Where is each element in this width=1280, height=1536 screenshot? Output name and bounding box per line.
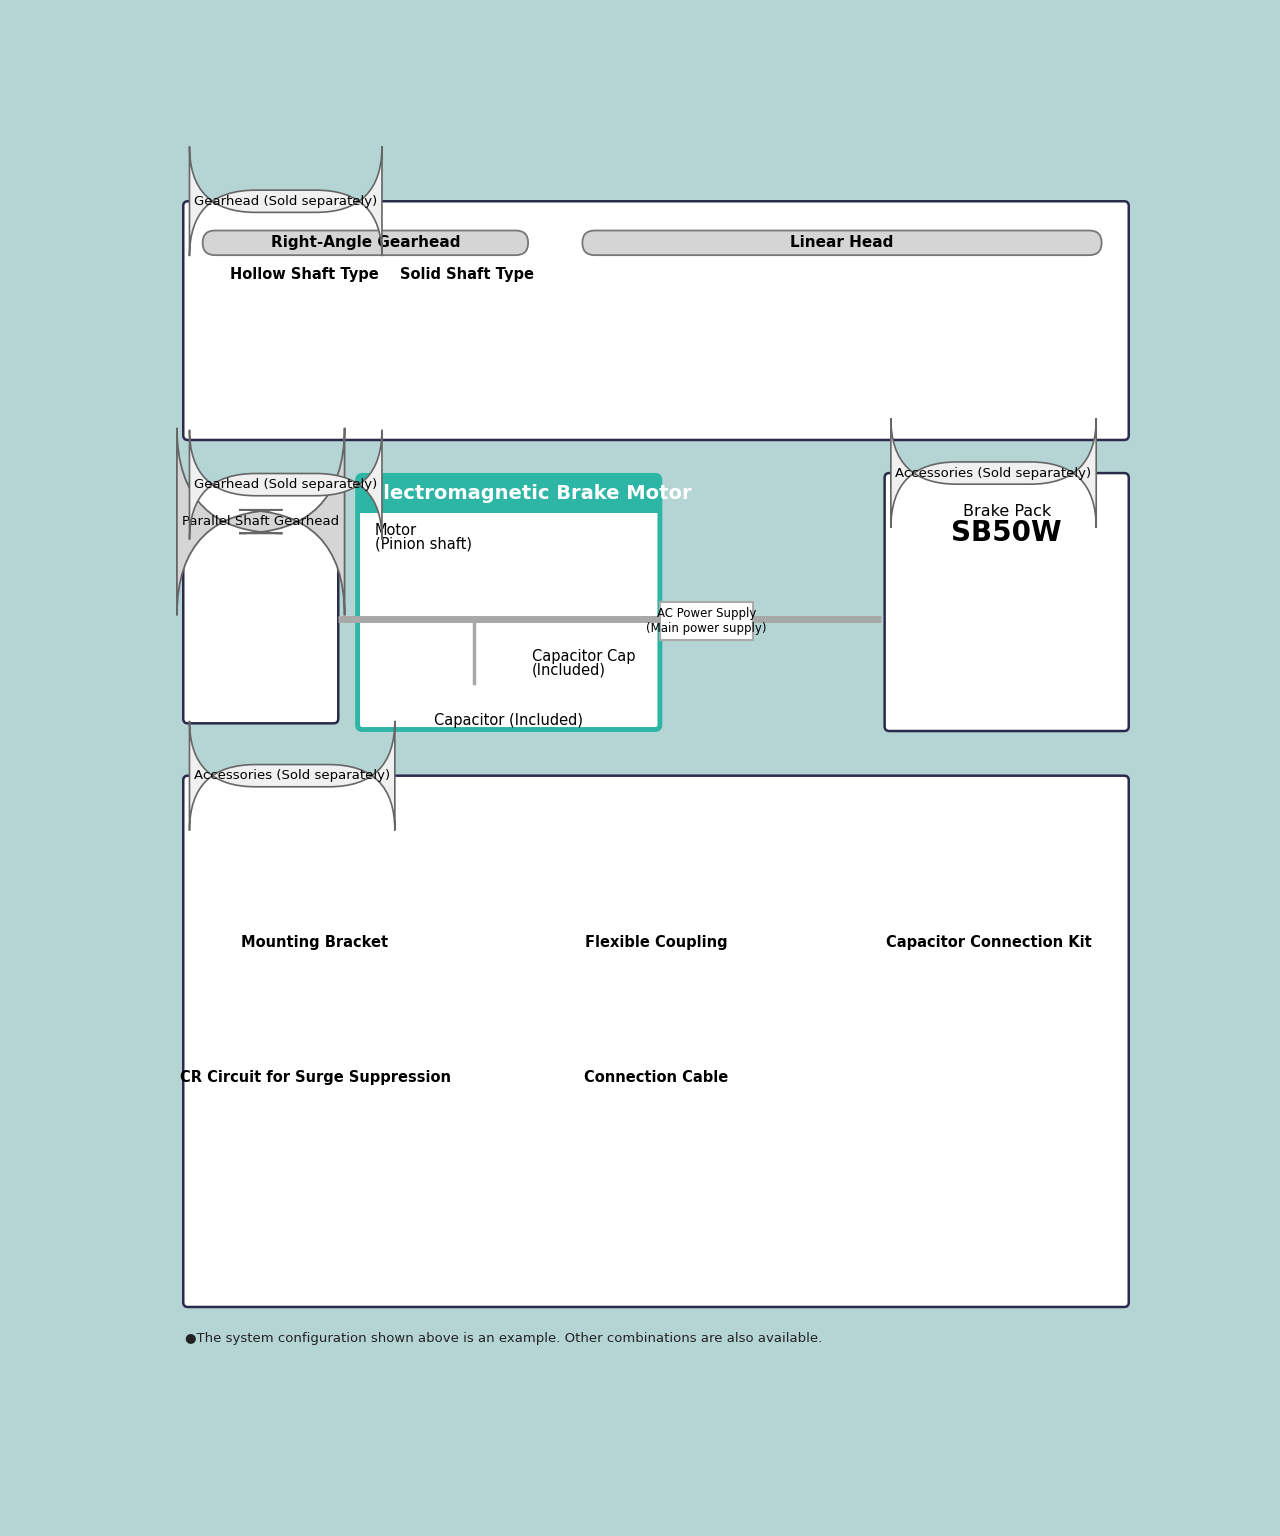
Bar (660, 602, 753, 641)
Text: Gearhead (Sold separately): Gearhead (Sold separately) (195, 195, 378, 207)
Text: Parallel Shaft Gearhead: Parallel Shaft Gearhead (182, 515, 339, 528)
FancyBboxPatch shape (582, 230, 1102, 255)
Text: Connection Cable: Connection Cable (584, 1069, 728, 1084)
Text: ●The system configuration shown above is an example. Other combinations are also: ●The system configuration shown above is… (184, 1332, 822, 1344)
FancyBboxPatch shape (183, 776, 1129, 1307)
Text: CR Circuit for Surge Suppression: CR Circuit for Surge Suppression (179, 1069, 451, 1084)
Text: Right-Angle Gearhead: Right-Angle Gearhead (270, 235, 460, 250)
Text: SB50W: SB50W (951, 519, 1062, 547)
Text: (Included): (Included) (532, 662, 605, 677)
FancyBboxPatch shape (884, 473, 1129, 731)
Text: Linear Head: Linear Head (790, 235, 893, 250)
Bar (357, 495, 660, 513)
Text: AC Power Supply
(Main power supply): AC Power Supply (Main power supply) (646, 607, 767, 634)
Text: Flexible Coupling: Flexible Coupling (585, 935, 727, 951)
Text: Accessories (Sold separately): Accessories (Sold separately) (195, 770, 390, 782)
Text: Capacitor Connection Kit: Capacitor Connection Kit (886, 935, 1092, 951)
FancyBboxPatch shape (357, 475, 660, 513)
Text: Capacitor Cap: Capacitor Cap (532, 648, 635, 664)
Text: Accessories (Sold separately): Accessories (Sold separately) (896, 467, 1092, 479)
FancyBboxPatch shape (357, 475, 660, 730)
Text: Solid Shaft Type: Solid Shaft Type (401, 267, 534, 283)
FancyBboxPatch shape (183, 485, 338, 723)
Text: Gearhead (Sold separately): Gearhead (Sold separately) (195, 478, 378, 492)
Text: Mounting Bracket: Mounting Bracket (242, 935, 389, 951)
FancyBboxPatch shape (183, 201, 1129, 439)
Text: (Pinion shaft): (Pinion shaft) (375, 538, 471, 551)
Text: Brake Pack: Brake Pack (963, 504, 1051, 519)
Text: Capacitor (Included): Capacitor (Included) (434, 713, 584, 728)
Text: Hollow Shaft Type: Hollow Shaft Type (229, 267, 379, 283)
Text: Electromagnetic Brake Motor: Electromagnetic Brake Motor (370, 484, 691, 504)
FancyBboxPatch shape (202, 230, 529, 255)
Text: Motor: Motor (375, 524, 417, 538)
